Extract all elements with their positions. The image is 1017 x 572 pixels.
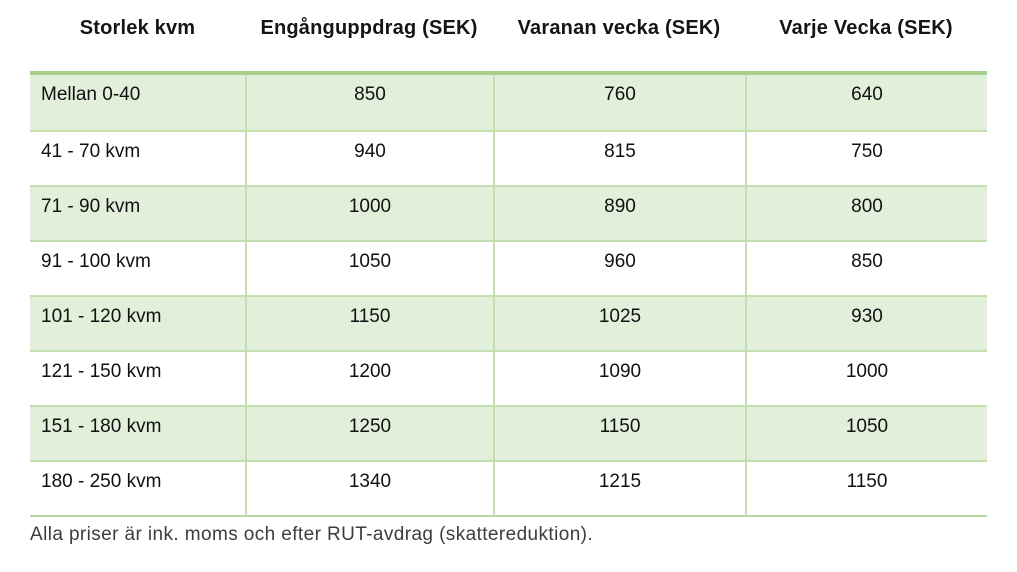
- price-cell: 800: [745, 187, 987, 240]
- size-cell: Mellan 0-40: [41, 84, 141, 105]
- price-cell: 960: [493, 242, 745, 295]
- price-cell: 1025: [493, 297, 745, 350]
- price-cell: 1050: [745, 407, 987, 460]
- price-cell: 1150: [745, 462, 987, 515]
- price-cell: 850: [745, 242, 987, 295]
- table-row: 101 - 120 kvm 1150 1025 930: [30, 295, 987, 350]
- price-cell: 1000: [245, 187, 493, 240]
- size-cell: 91 - 100 kvm: [41, 251, 151, 272]
- size-cell: 151 - 180 kvm: [41, 416, 162, 437]
- table-row: 180 - 250 kvm 1340 1215 1150: [30, 460, 987, 515]
- table-row: 91 - 100 kvm 1050 960 850: [30, 240, 987, 295]
- size-cell: 180 - 250 kvm: [41, 471, 162, 492]
- size-cell: 41 - 70 kvm: [41, 141, 141, 162]
- column-header-varje-vecka: Varje Vecka (SEK): [779, 17, 953, 39]
- price-cell: 1090: [493, 352, 745, 405]
- price-cell: 815: [493, 132, 745, 185]
- price-cell: 1200: [245, 352, 493, 405]
- price-cell: 1215: [493, 462, 745, 515]
- price-cell: 930: [745, 297, 987, 350]
- price-cell: 1050: [245, 242, 493, 295]
- price-cell: 1150: [245, 297, 493, 350]
- price-table: Mellan 0-40 850 760 640 41 - 70 kvm 940 …: [30, 71, 987, 517]
- table-row: 121 - 150 kvm 1200 1090 1000: [30, 350, 987, 405]
- price-cell: 750: [745, 132, 987, 185]
- table-row: Mellan 0-40 850 760 640: [30, 75, 987, 130]
- size-cell: 101 - 120 kvm: [41, 306, 162, 327]
- footer-note: Alla priser är ink. moms och efter RUT-a…: [30, 524, 594, 545]
- table-row: 151 - 180 kvm 1250 1150 1050: [30, 405, 987, 460]
- table-row: 41 - 70 kvm 940 815 750: [30, 130, 987, 185]
- table-row: 71 - 90 kvm 1000 890 800: [30, 185, 987, 240]
- table-header-row: Storlek kvm Engånguppdrag (SEK) Varanan …: [30, 0, 987, 71]
- size-cell: 121 - 150 kvm: [41, 361, 162, 382]
- price-cell: 1000: [745, 352, 987, 405]
- price-cell: 760: [493, 75, 745, 130]
- price-cell: 1250: [245, 407, 493, 460]
- price-cell: 850: [245, 75, 493, 130]
- price-cell: 940: [245, 132, 493, 185]
- price-cell: 890: [493, 187, 745, 240]
- price-cell: 1340: [245, 462, 493, 515]
- price-cell: 1150: [493, 407, 745, 460]
- column-header-engangsuppdrag: Engånguppdrag (SEK): [260, 17, 478, 39]
- price-cell: 640: [745, 75, 987, 130]
- column-header-storlek: Storlek kvm: [79, 17, 196, 39]
- size-cell: 71 - 90 kvm: [41, 196, 141, 217]
- column-header-varannan-vecka: Varanan vecka (SEK): [517, 17, 721, 39]
